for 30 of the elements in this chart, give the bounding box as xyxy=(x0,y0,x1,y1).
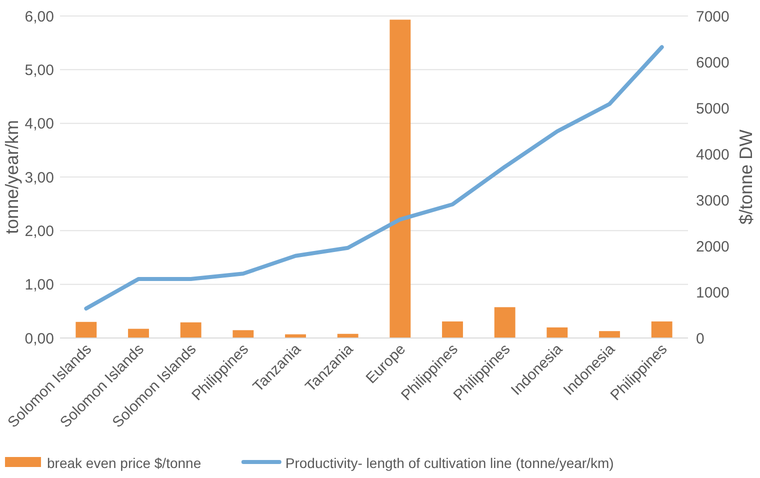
bar xyxy=(546,327,568,338)
bar xyxy=(232,330,254,338)
bar xyxy=(442,321,463,338)
y-tick-label: 1,00 xyxy=(24,276,54,294)
bar xyxy=(651,321,672,338)
y2-tick-label: 1000 xyxy=(696,284,730,302)
y-tick-label: 5,00 xyxy=(24,62,54,79)
y2-tick-label: 0 xyxy=(696,330,704,348)
y2-tick-label: 4000 xyxy=(696,146,730,164)
y-tick-label: 2,00 xyxy=(24,222,54,240)
line-series xyxy=(84,45,664,310)
bar xyxy=(180,322,202,338)
y-tick-label: 6,00 xyxy=(24,8,54,26)
legend-label: Productivity- length of cultivation line (tonne/year/km) xyxy=(285,454,614,471)
bar xyxy=(390,20,411,338)
y-tick-label: 3,00 xyxy=(24,169,54,186)
y2-tick-label: 6000 xyxy=(696,54,730,72)
legend-label: break even price $/tonne xyxy=(47,454,202,471)
y-tick-label: 4,00 xyxy=(24,116,54,133)
bar xyxy=(494,307,516,338)
y2-tick-label: 5000 xyxy=(696,100,730,118)
bar xyxy=(599,331,620,338)
bar xyxy=(128,328,149,338)
y2-tick-label: 7000 xyxy=(696,8,730,26)
y-tick-label: 0,00 xyxy=(24,330,54,348)
y2-tick-label: 3000 xyxy=(696,192,730,210)
y2-axis-title: $/tonne DW xyxy=(736,129,756,225)
y-axis-title: tonne/year/km xyxy=(2,120,22,234)
y2-tick-label: 2000 xyxy=(696,238,730,256)
bar xyxy=(76,322,97,338)
